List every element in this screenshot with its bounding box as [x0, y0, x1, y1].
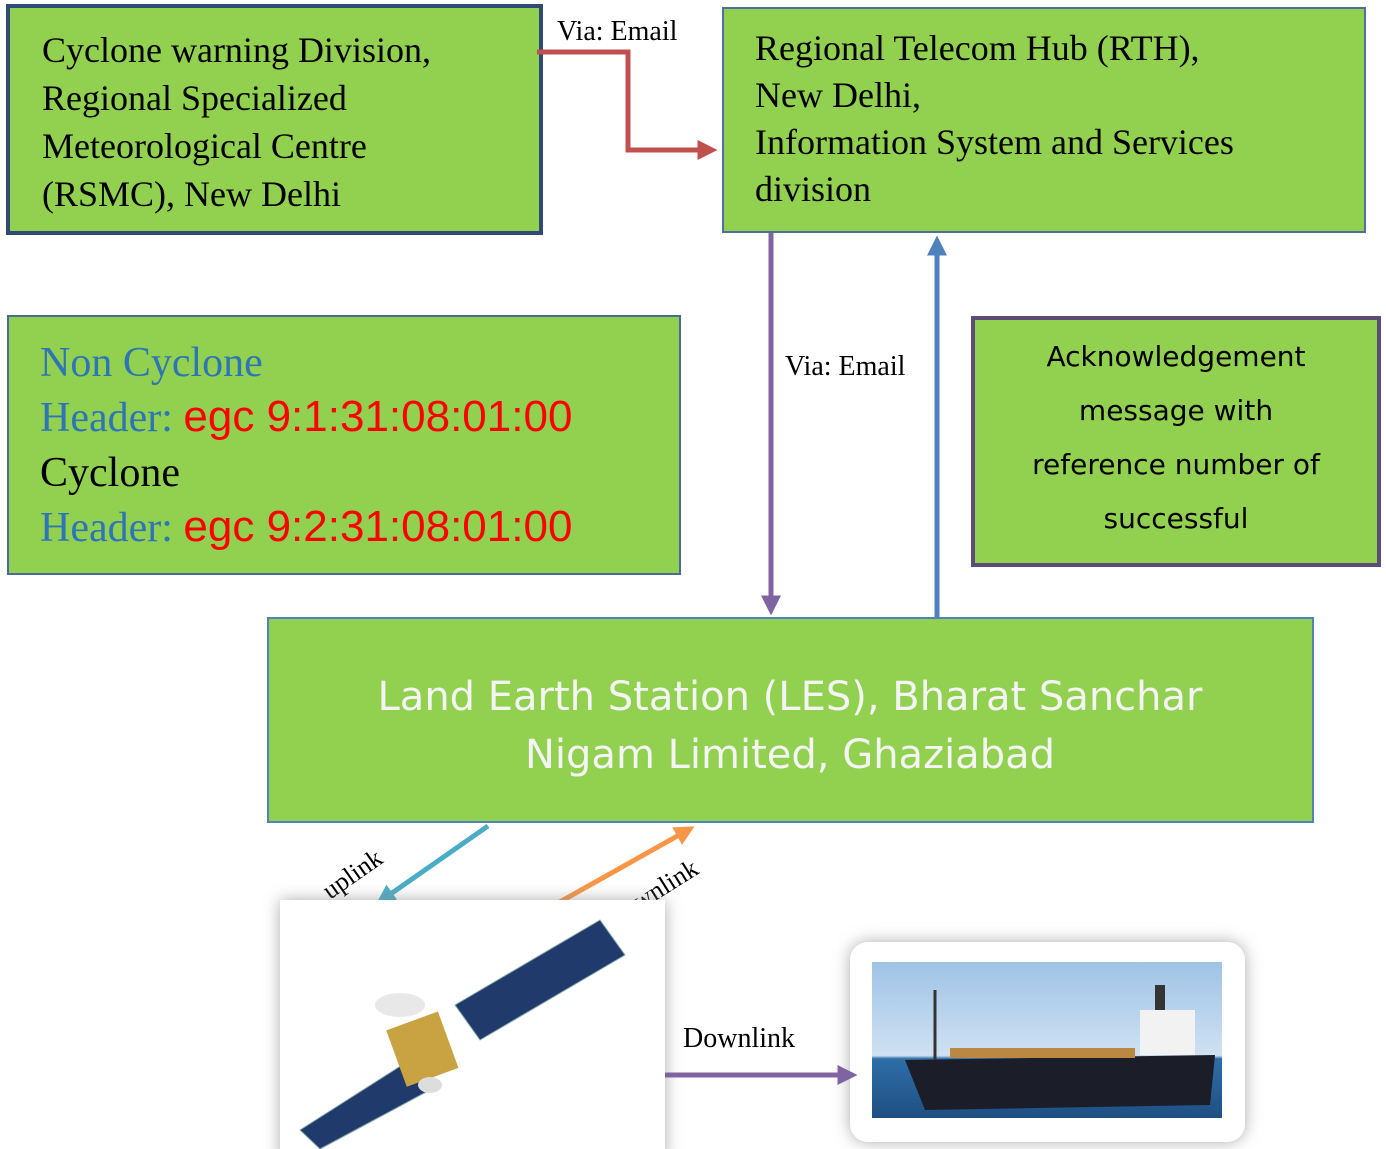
header-label: Header: [40, 505, 173, 551]
node-text: Regional Telecom Hub (RTH), [755, 28, 1200, 68]
node-text: Land Earth Station (LES), Bharat Sanchar [378, 674, 1204, 720]
node-text: successful [1104, 502, 1249, 535]
arrow [382, 826, 488, 900]
node-text: New Delhi, [755, 75, 921, 115]
node-text: Cyclone warning Division, [42, 30, 431, 70]
node-text: Acknowledgement [1046, 340, 1305, 373]
header-line: Header: egc 9:2:31:08:01:00 [40, 502, 572, 551]
node-text: division [755, 169, 871, 209]
page: {"nodes": [ {"lines": ["Cyclone warning … [0, 0, 1386, 1149]
edge-label: Via: Email [785, 351, 906, 382]
header-code: egc 9:1:31:08:01:00 [183, 392, 572, 441]
edge-label: Downlink [683, 1023, 795, 1054]
edge-label: Via: Email [557, 16, 678, 47]
node-text: message with [1079, 394, 1273, 427]
header-label: Cyclone [40, 450, 180, 496]
arrow [537, 52, 710, 150]
header-line: Header: egc 9:1:31:08:01:00 [40, 392, 572, 441]
header-label: Non Cyclone [40, 340, 263, 386]
node-text: Information System and Services [755, 122, 1234, 162]
header-label: Header: [40, 395, 173, 441]
node-text: (RSMC), New Delhi [42, 174, 341, 214]
node-text: Meteorological Centre [42, 126, 367, 166]
header-code: egc 9:2:31:08:01:00 [183, 502, 572, 551]
diagram: Cyclone warning Division, Regional Speci… [0, 0, 1386, 1149]
node-text: Regional Specialized [42, 78, 347, 118]
node-text: Nigam Limited, Ghaziabad [525, 732, 1055, 778]
node-text: reference number of [1032, 448, 1321, 481]
edge-label: uplink [317, 843, 388, 905]
node-box [268, 618, 1313, 822]
